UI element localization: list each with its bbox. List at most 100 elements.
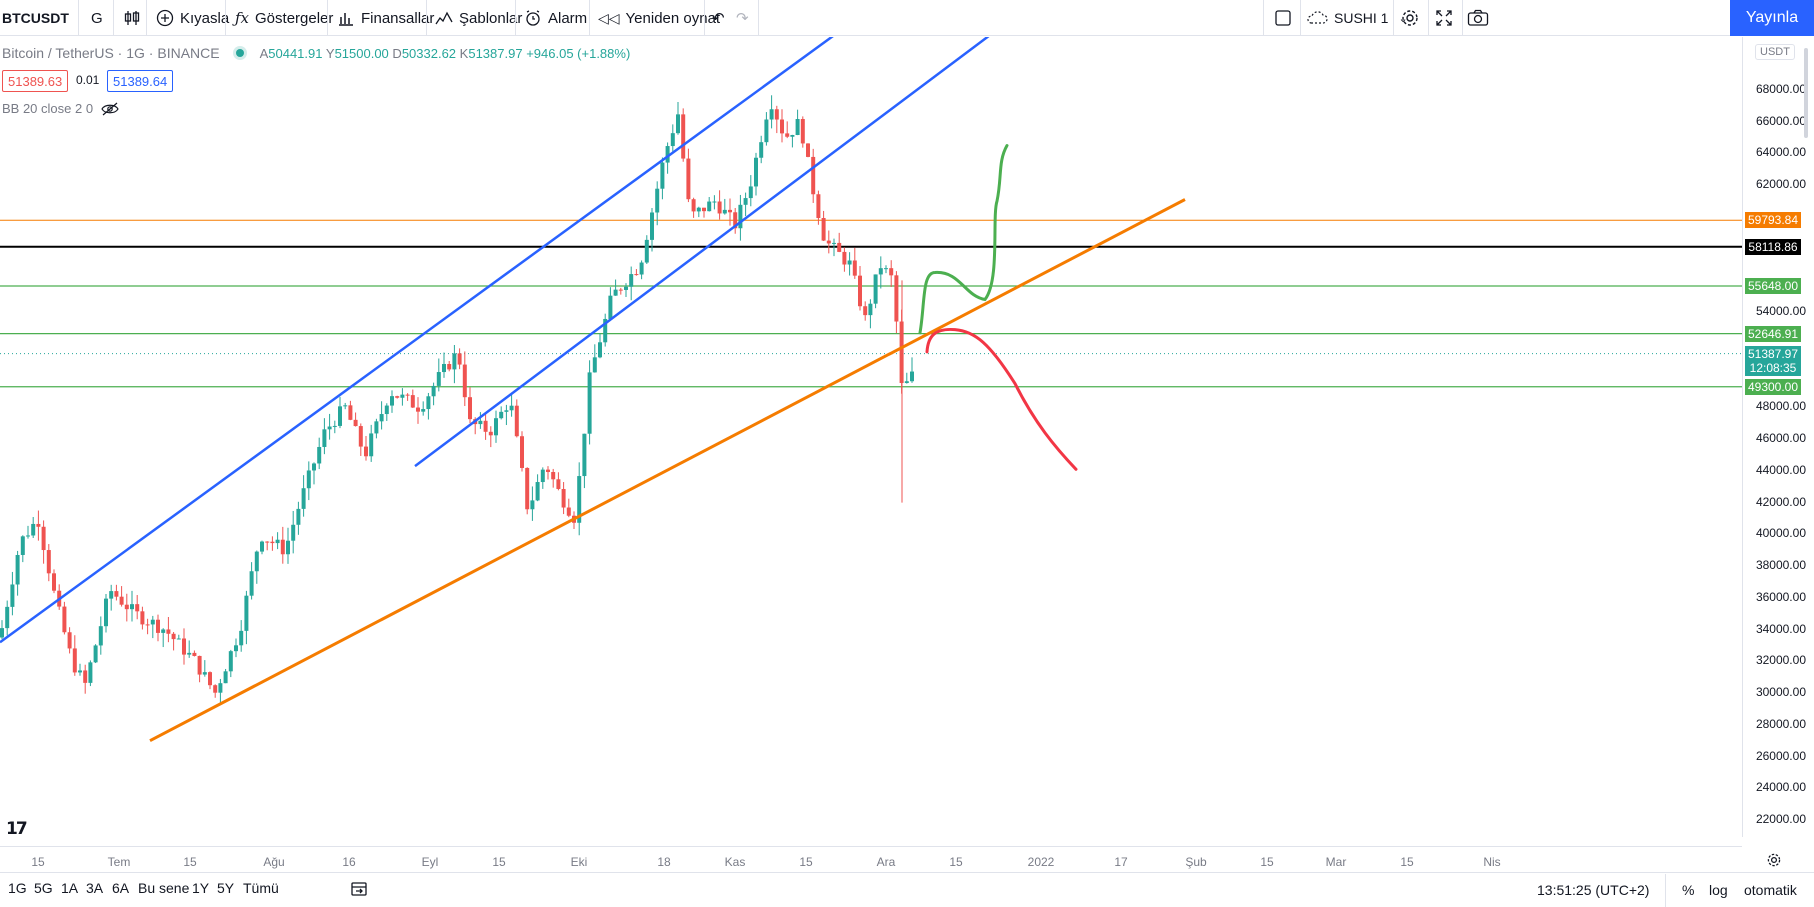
candle-body	[858, 275, 862, 307]
publish-button[interactable]: Yayınla	[1730, 0, 1814, 36]
price-axis-label: 38000.00	[1755, 558, 1806, 573]
bearish-scenario-path	[925, 327, 1078, 471]
candle-body	[525, 467, 530, 510]
candle-body	[676, 114, 680, 134]
chart-type-button[interactable]	[122, 0, 142, 36]
candle-body	[665, 146, 670, 163]
rewind-icon: ◁◁	[598, 9, 620, 26]
bar-chart-icon	[339, 13, 353, 26]
candle-body	[145, 624, 150, 626]
tradingview-logo[interactable]: 17	[6, 819, 28, 839]
price-tag[interactable]: 58118.86	[1745, 238, 1801, 255]
range-button[interactable]: 1G	[8, 880, 27, 896]
candle-body	[83, 670, 88, 683]
candle-body	[67, 632, 72, 649]
fullscreen-button[interactable]	[1435, 0, 1453, 36]
go-to-date-button[interactable]	[350, 880, 368, 903]
candle-body	[743, 198, 748, 205]
screenshot-button[interactable]	[1467, 0, 1489, 36]
candle-body	[322, 429, 327, 447]
candle-body	[286, 540, 290, 555]
price-tag[interactable]: 52646.91	[1745, 325, 1801, 342]
candle-body	[343, 405, 348, 407]
time-axis-label: Ara	[876, 855, 896, 869]
candle-body	[270, 541, 275, 544]
indicators-button[interactable]: ƒx Göstergeler	[235, 0, 333, 36]
bottom-toolbar: 1G 5G 1A 3A 6A Bu sene 1Y 5Y Tümü 13:51:25 (UTC+…	[0, 872, 1814, 907]
settings-button[interactable]	[1400, 0, 1420, 36]
candle-body	[114, 591, 119, 597]
candle-body	[894, 275, 899, 322]
candle-body	[41, 526, 46, 551]
price-tag[interactable]: 49300.00	[1745, 378, 1801, 395]
auto-scale-toggle[interactable]: otomatik	[1744, 882, 1797, 898]
candle-body	[358, 426, 363, 447]
plus-circle-icon	[156, 9, 174, 27]
candle-body	[88, 662, 93, 683]
replay-button[interactable]: ◁◁ Yeniden oynat	[598, 0, 720, 36]
price-tag[interactable]: 51387.97 12:08:35	[1745, 345, 1801, 376]
eye-hidden-icon[interactable]	[101, 102, 119, 116]
symbol-search[interactable]: BTCUSDT	[2, 10, 69, 26]
alert-label: Alarm	[548, 9, 588, 27]
log-toggle[interactable]: log	[1709, 882, 1728, 898]
candle-body	[15, 554, 20, 585]
range-button[interactable]: 1A	[61, 880, 79, 896]
candle-body	[904, 381, 909, 384]
candlestick-icon	[124, 11, 140, 25]
expand-icon	[1436, 10, 1452, 26]
range-button[interactable]: 5Y	[217, 880, 235, 896]
range-button[interactable]: 5G	[34, 880, 53, 896]
time-axis[interactable]: 15 Tem 15 Ağu 16 Eyl 15 Eki 18 Kas 15 Ara 15 2022 17 Şu…	[0, 846, 1742, 872]
candle-body	[868, 303, 873, 316]
time-axis-label: Nis	[1483, 855, 1501, 869]
price-scrollbar[interactable]	[1804, 48, 1808, 138]
currency-badge[interactable]: USDT	[1755, 44, 1795, 60]
candle-body	[202, 672, 207, 675]
candle-body	[197, 655, 202, 675]
undo-button[interactable]: ↶	[712, 0, 725, 36]
candle-body	[5, 606, 10, 629]
candle-body	[140, 611, 145, 625]
candle-body	[405, 394, 410, 396]
candle-body	[702, 207, 706, 212]
time-axis-label: Tem	[107, 855, 131, 869]
gear-icon	[1767, 853, 1781, 867]
candle-body	[889, 268, 894, 276]
candle-body	[312, 463, 316, 471]
candle-body	[582, 433, 587, 477]
interval-button[interactable]: G	[91, 9, 103, 27]
candle-body	[837, 242, 842, 252]
price-chart[interactable]	[0, 37, 1742, 837]
redo-button[interactable]: ↷	[736, 0, 749, 36]
candle-body	[239, 630, 244, 646]
layout-name: SUSHI 1	[1334, 10, 1389, 26]
range-button[interactable]: 1Y	[192, 880, 210, 896]
clock-timezone[interactable]: 13:51:25 (UTC+2)	[1537, 882, 1650, 898]
spread-value: 0.01	[76, 73, 100, 87]
candle-body	[98, 626, 103, 646]
candle-body	[592, 357, 597, 373]
channel-upper-line	[0, 37, 834, 644]
chart-settings-button[interactable]	[1766, 852, 1782, 873]
chart-pane[interactable]	[0, 37, 1742, 837]
range-button[interactable]: Bu sene	[138, 880, 190, 896]
fullscreen-layout-button[interactable]	[1274, 0, 1292, 36]
range-button[interactable]: 3A	[86, 880, 104, 896]
sell-price-button[interactable]: 51389.63	[2, 70, 69, 92]
percent-toggle[interactable]: %	[1682, 882, 1695, 898]
candle-body	[624, 286, 628, 290]
price-tag[interactable]: 55648.00	[1745, 278, 1801, 295]
candle-body	[72, 648, 77, 673]
templates-button[interactable]: Şablonlar	[435, 0, 522, 36]
financials-button[interactable]: Finansallar	[337, 0, 434, 36]
candle-body	[847, 260, 852, 265]
candle-body	[400, 394, 405, 398]
price-axis[interactable]: USDT 68000.00 66000.00 64000.00 62000.00 540…	[1742, 37, 1814, 837]
price-tag[interactable]: 59793.84	[1745, 212, 1801, 229]
buy-price-button[interactable]: 51389.64	[107, 70, 174, 92]
range-button[interactable]: Tümü	[243, 880, 279, 896]
alert-button[interactable]: Alarm	[524, 0, 587, 36]
compare-button[interactable]: Kıyasla	[156, 0, 229, 36]
range-button[interactable]: 6A	[112, 880, 130, 896]
